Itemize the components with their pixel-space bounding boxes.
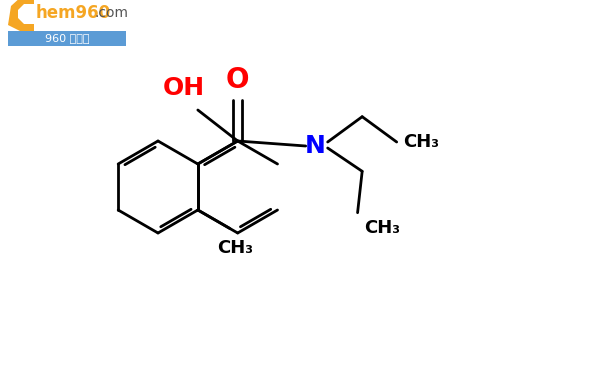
Text: 960 化工网: 960 化工网 <box>45 33 90 43</box>
Polygon shape <box>8 0 34 32</box>
Text: O: O <box>226 66 249 94</box>
Text: OH: OH <box>163 76 205 100</box>
Text: .com: .com <box>94 6 128 20</box>
FancyBboxPatch shape <box>8 31 126 46</box>
Text: CH₃: CH₃ <box>217 239 253 257</box>
Text: N: N <box>306 134 326 158</box>
Text: CH₃: CH₃ <box>365 219 401 237</box>
Text: CH₃: CH₃ <box>403 133 439 151</box>
Text: hem960: hem960 <box>36 4 111 22</box>
